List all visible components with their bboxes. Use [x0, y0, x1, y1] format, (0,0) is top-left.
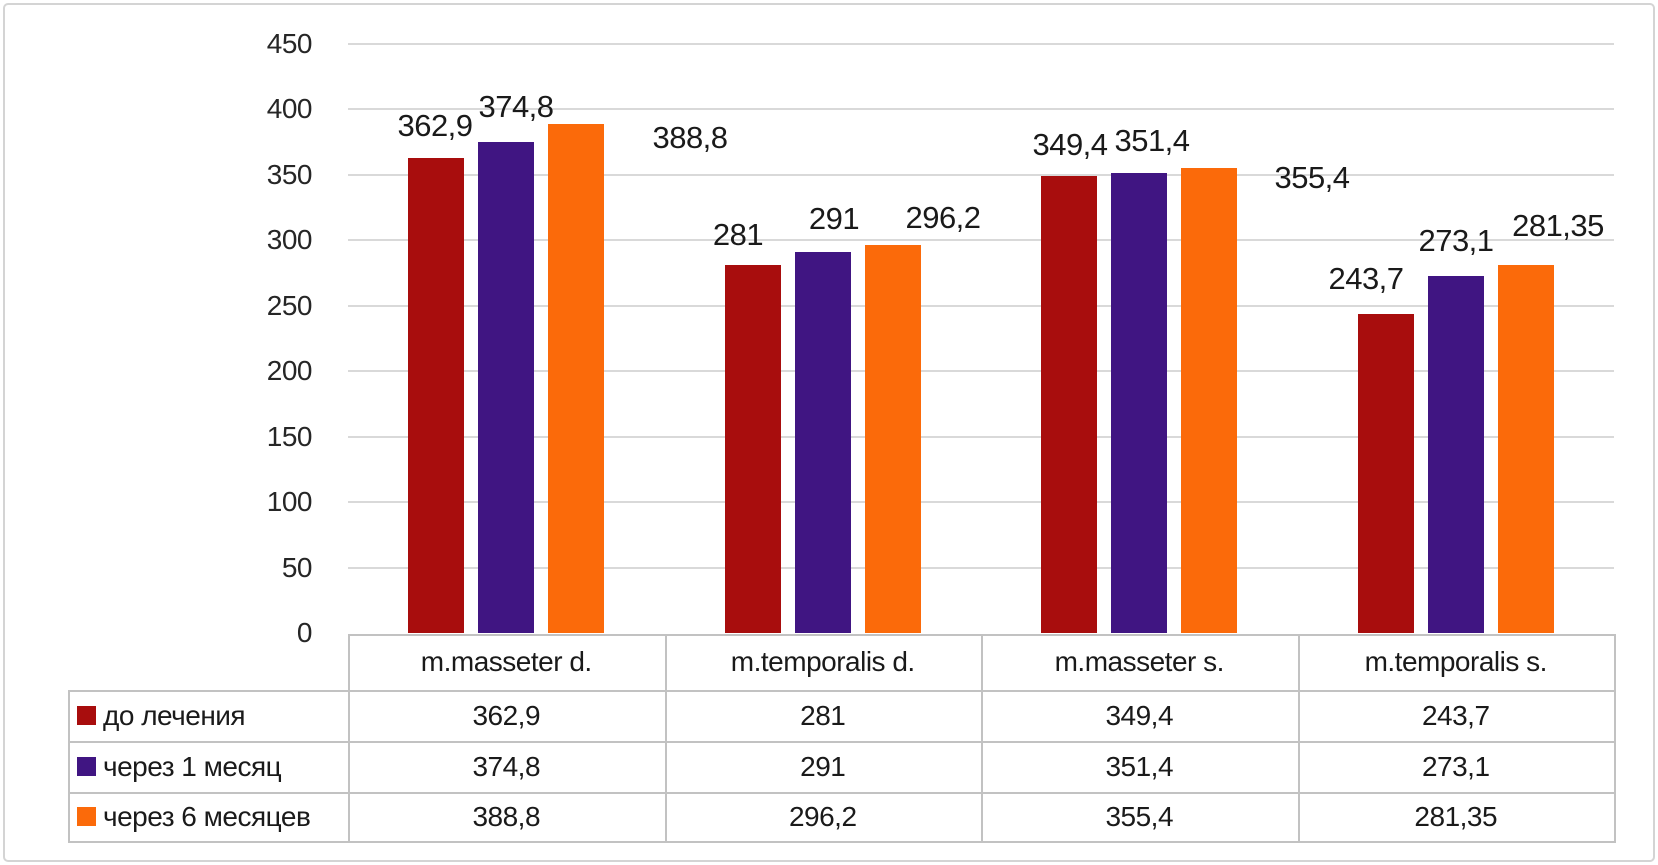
y-axis-tick-label: 350 [266, 158, 313, 190]
legend-swatch-через 6 месяцев [77, 807, 96, 826]
bar-через 1 месяц-m.masseter s. [1111, 173, 1167, 633]
table-header-m.temporalis d.: m.temporalis d. [730, 646, 915, 677]
y-axis-tick-label: 0 [296, 617, 313, 648]
table-value-cell: 281,35 [1414, 801, 1498, 832]
table-value-cell: 374,8 [472, 751, 541, 782]
table-header-m.temporalis s.: m.temporalis s. [1364, 646, 1548, 677]
table-row-divider [68, 741, 1616, 743]
table-border-bottom [68, 841, 1616, 843]
y-gridline [348, 43, 1614, 45]
table-row-divider [68, 690, 1614, 692]
y-gridline [348, 108, 1614, 111]
y-gridline [348, 501, 1614, 504]
y-gridline [348, 304, 1614, 307]
table-value-cell: 388,8 [472, 801, 541, 832]
table-border-left [68, 690, 70, 843]
data-label: 291 [808, 201, 860, 237]
data-label: 281,35 [1512, 207, 1604, 243]
y-axis-tick-label: 50 [281, 551, 313, 583]
table-value-cell: 281 [800, 700, 846, 731]
legend-label: через 1 месяц [103, 751, 282, 782]
bar-до лечения-m.temporalis d. [725, 265, 781, 633]
y-axis-tick-label: 450 [266, 28, 313, 59]
y-gridline [348, 566, 1614, 569]
bar-до лечения-m.masseter d. [408, 158, 464, 633]
data-label: 273,1 [1418, 222, 1494, 258]
table-value-cell: 362,9 [472, 700, 541, 731]
y-axis-tick-label: 300 [266, 224, 313, 256]
data-label: 351,4 [1114, 123, 1190, 159]
table-border-right [1614, 634, 1616, 843]
data-label: 388,8 [652, 120, 728, 156]
y-axis-tick-label: 100 [266, 486, 313, 518]
data-label: 296,2 [905, 200, 981, 236]
table-header-m.masseter d.: m.masseter d. [420, 646, 592, 677]
legend-label: через 6 месяцев [103, 801, 311, 832]
y-gridline [348, 173, 1614, 176]
bar-через 6 месяцев-m.temporalis d. [865, 245, 921, 633]
table-value-cell: 291 [800, 751, 846, 782]
data-label: 281 [712, 217, 764, 253]
table-col-divider [1297, 634, 1300, 841]
data-label: 362,9 [397, 108, 473, 143]
y-axis-tick-label: 400 [266, 93, 313, 125]
table-col-divider [664, 634, 667, 841]
bar-через 6 месяцев-m.temporalis s. [1498, 264, 1554, 633]
y-axis-tick-label: 200 [266, 355, 313, 387]
y-axis-tick-label: 250 [266, 289, 313, 321]
table-value-cell: 243,7 [1421, 700, 1490, 731]
table-row-divider [68, 792, 1616, 794]
bar-через 6 месяцев-m.masseter d. [548, 124, 604, 633]
y-gridline [348, 370, 1614, 373]
legend-swatch-до лечения [77, 706, 96, 725]
bar-через 6 месяцев-m.masseter s. [1181, 167, 1237, 633]
bar-через 1 месяц-m.temporalis d. [795, 252, 851, 633]
data-label: 355,4 [1274, 159, 1350, 195]
y-axis-tick-label: 150 [266, 420, 313, 452]
data-label: 243,7 [1328, 261, 1404, 297]
legend-swatch-через 1 месяц [77, 757, 96, 776]
bar-через 1 месяц-m.temporalis s. [1428, 275, 1484, 633]
table-col-divider [348, 634, 350, 841]
legend-label: до лечения [103, 700, 246, 731]
table-value-cell: 296,2 [788, 801, 857, 832]
data-label: 349,4 [1032, 126, 1108, 162]
table-col-divider [981, 634, 983, 841]
y-gridline [348, 435, 1614, 438]
table-value-cell: 351,4 [1105, 751, 1174, 782]
bar-до лечения-m.temporalis s. [1358, 314, 1414, 633]
table-value-cell: 273,1 [1421, 751, 1490, 782]
table-value-cell: 349,4 [1105, 700, 1174, 731]
table-value-cell: 355,4 [1105, 801, 1174, 832]
bar-до лечения-m.masseter s. [1041, 175, 1097, 633]
table-header-m.masseter s.: m.masseter s. [1054, 646, 1225, 677]
data-label: 374,8 [478, 89, 554, 125]
y-gridline [348, 239, 1614, 242]
bar-через 1 месяц-m.masseter d. [478, 142, 534, 633]
